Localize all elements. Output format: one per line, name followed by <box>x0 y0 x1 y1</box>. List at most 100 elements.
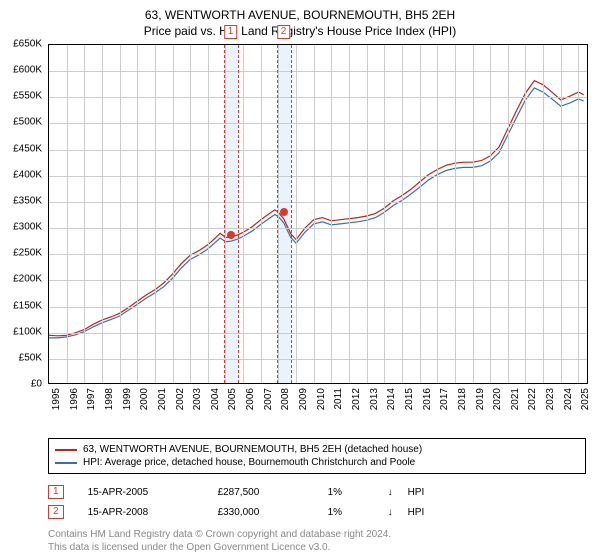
y-axis-label: £50K <box>19 352 42 363</box>
grid-h <box>49 254 587 255</box>
grid-v <box>420 45 421 383</box>
tx-date: 15-APR-2008 <box>88 507 218 518</box>
y-axis-label: £0 <box>31 379 42 390</box>
grid-v <box>314 45 315 383</box>
arrow-down-icon: ↓ <box>388 507 408 518</box>
x-axis-label: 2006 <box>245 388 256 410</box>
x-axis-label: 2007 <box>263 388 274 410</box>
x-axis-label: 1999 <box>122 388 133 410</box>
series-hpi <box>49 88 584 338</box>
transaction-row: 115-APR-2005£287,5001%↓HPI <box>48 482 586 502</box>
x-axis-label: 2014 <box>386 388 397 410</box>
y-axis-label: £350K <box>13 195 42 206</box>
grid-h <box>49 97 587 98</box>
grid-v <box>525 45 526 383</box>
tx-hpi-label: HPI <box>408 507 425 518</box>
y-axis-label: £150K <box>13 300 42 311</box>
transaction-row: 215-APR-2008£330,0001%↓HPI <box>48 502 586 522</box>
grid-v <box>561 45 562 383</box>
x-axis-label: 2024 <box>563 388 574 410</box>
x-axis-label: 2023 <box>545 388 556 410</box>
tx-hpi-label: HPI <box>408 487 425 498</box>
event-vline <box>238 45 239 383</box>
grid-v <box>155 45 156 383</box>
x-axis-label: 2018 <box>457 388 468 410</box>
grid-h <box>49 280 587 281</box>
grid-v <box>225 45 226 383</box>
x-axis-label: 2016 <box>422 388 433 410</box>
x-axis-label: 2022 <box>527 388 538 410</box>
y-axis-label: £400K <box>13 169 42 180</box>
x-axis-label: 2003 <box>192 388 203 410</box>
grid-v <box>190 45 191 383</box>
x-axis-label: 1998 <box>104 388 115 410</box>
y-axis-label: £550K <box>13 91 42 102</box>
x-axis-label: 1997 <box>86 388 97 410</box>
grid-h <box>49 202 587 203</box>
x-axis-label: 2019 <box>475 388 486 410</box>
plot-area: 12 <box>48 44 588 384</box>
arrow-down-icon: ↓ <box>388 487 408 498</box>
legend-swatch <box>55 462 77 464</box>
grid-h <box>49 123 587 124</box>
tx-price: £287,500 <box>218 487 328 498</box>
grid-v <box>367 45 368 383</box>
title-line-1: 63, WENTWORTH AVENUE, BOURNEMOUTH, BH5 2… <box>0 0 600 22</box>
x-axis-label: 2004 <box>210 388 221 410</box>
event-vline <box>291 45 292 383</box>
grid-h <box>49 176 587 177</box>
legend-row: 63, WENTWORTH AVENUE, BOURNEMOUTH, BH5 2… <box>55 443 579 456</box>
grid-v <box>261 45 262 383</box>
tx-price: £330,000 <box>218 507 328 518</box>
grid-v <box>384 45 385 383</box>
y-axis-label: £500K <box>13 117 42 128</box>
x-axis-label: 1996 <box>69 388 80 410</box>
grid-v <box>243 45 244 383</box>
grid-v <box>84 45 85 383</box>
event-vline <box>277 45 278 383</box>
grid-v <box>543 45 544 383</box>
x-axis-label: 2012 <box>351 388 362 410</box>
grid-v <box>437 45 438 383</box>
x-axis-label: 2017 <box>439 388 450 410</box>
event-number-box: 2 <box>277 25 291 39</box>
grid-v <box>349 45 350 383</box>
grid-v <box>578 45 579 383</box>
grid-h <box>49 333 587 334</box>
y-axis-label: £100K <box>13 326 42 337</box>
x-axis-label: 2008 <box>280 388 291 410</box>
x-axis-label: 2002 <box>175 388 186 410</box>
event-vline <box>224 45 225 383</box>
footnote: Contains HM Land Registry data © Crown c… <box>48 528 586 554</box>
x-axis-label: 2020 <box>492 388 503 410</box>
footnote-line-2: This data is licensed under the Open Gov… <box>48 541 586 554</box>
y-axis-label: £200K <box>13 274 42 285</box>
legend-row: HPI: Average price, detached house, Bour… <box>55 456 579 469</box>
event-dot <box>280 208 288 216</box>
tx-number: 2 <box>48 505 64 519</box>
grid-h <box>49 307 587 308</box>
grid-v <box>296 45 297 383</box>
x-axis-label: 2025 <box>580 388 591 410</box>
x-axis-label: 1995 <box>51 388 62 410</box>
grid-v <box>120 45 121 383</box>
grid-v <box>402 45 403 383</box>
x-axis-label: 2013 <box>369 388 380 410</box>
grid-v <box>102 45 103 383</box>
grid-h <box>49 228 587 229</box>
x-axis-label: 2010 <box>316 388 327 410</box>
grid-v <box>208 45 209 383</box>
event-number-box: 1 <box>224 25 238 39</box>
tx-date: 15-APR-2005 <box>88 487 218 498</box>
y-axis-label: £300K <box>13 222 42 233</box>
y-axis-label: £250K <box>13 248 42 259</box>
footnote-line-1: Contains HM Land Registry data © Crown c… <box>48 528 586 541</box>
chart: 12 £0£50K£100K£150K£200K£250K£300K£350K£… <box>48 44 588 404</box>
legend-label: HPI: Average price, detached house, Bour… <box>83 457 415 468</box>
x-axis-label: 2015 <box>404 388 415 410</box>
grid-v <box>455 45 456 383</box>
legend-label: 63, WENTWORTH AVENUE, BOURNEMOUTH, BH5 2… <box>83 444 422 455</box>
legend-swatch <box>55 449 77 451</box>
x-axis-label: 2005 <box>227 388 238 410</box>
title-line-2: Price paid vs. HM Land Registry's House … <box>0 22 600 44</box>
